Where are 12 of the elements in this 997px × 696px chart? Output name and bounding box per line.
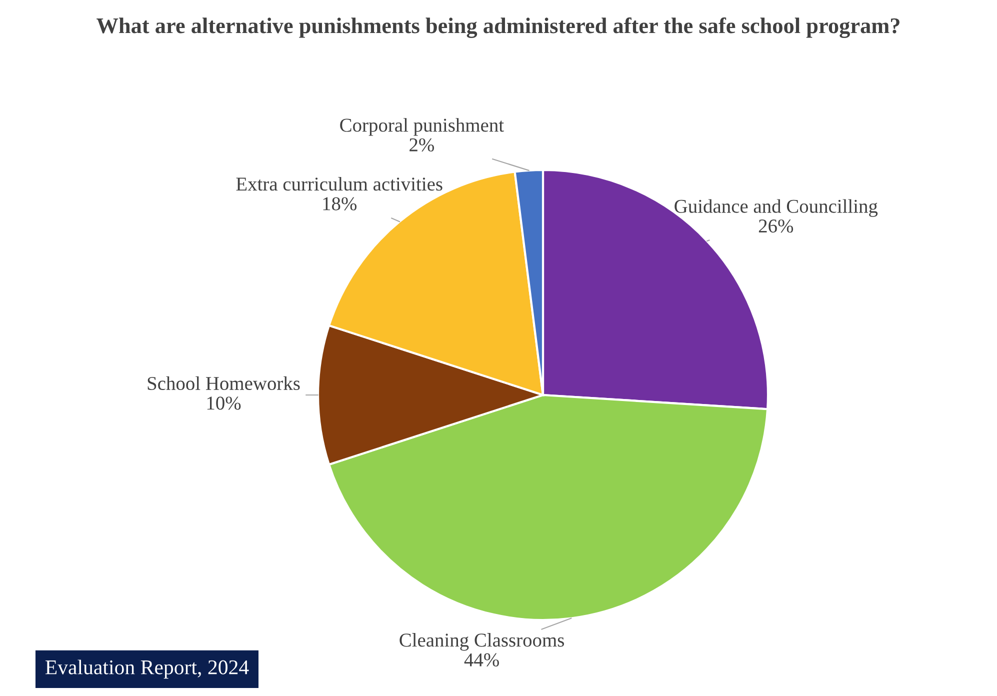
- slice-label: Extra curriculum activities: [236, 176, 442, 191]
- slice-label: School Homeworks: [148, 376, 300, 390]
- slice-label: Cleaning Classrooms: [400, 633, 564, 651]
- data-label: 44%: [464, 653, 499, 666]
- data-label: 18%: [323, 197, 356, 210]
- slice-label: Guidance and Councilling: [674, 199, 878, 217]
- chart-title: What are alternative punishments being administered after the safe school program?: [96, 17, 900, 38]
- text: Evaluation Report, 2024: [45, 660, 249, 679]
- slice-label: Corporal punishment: [340, 118, 504, 136]
- data-label: 10%: [207, 396, 241, 410]
- data-label: 26%: [758, 219, 794, 233]
- data-label: 2%: [410, 138, 434, 152]
